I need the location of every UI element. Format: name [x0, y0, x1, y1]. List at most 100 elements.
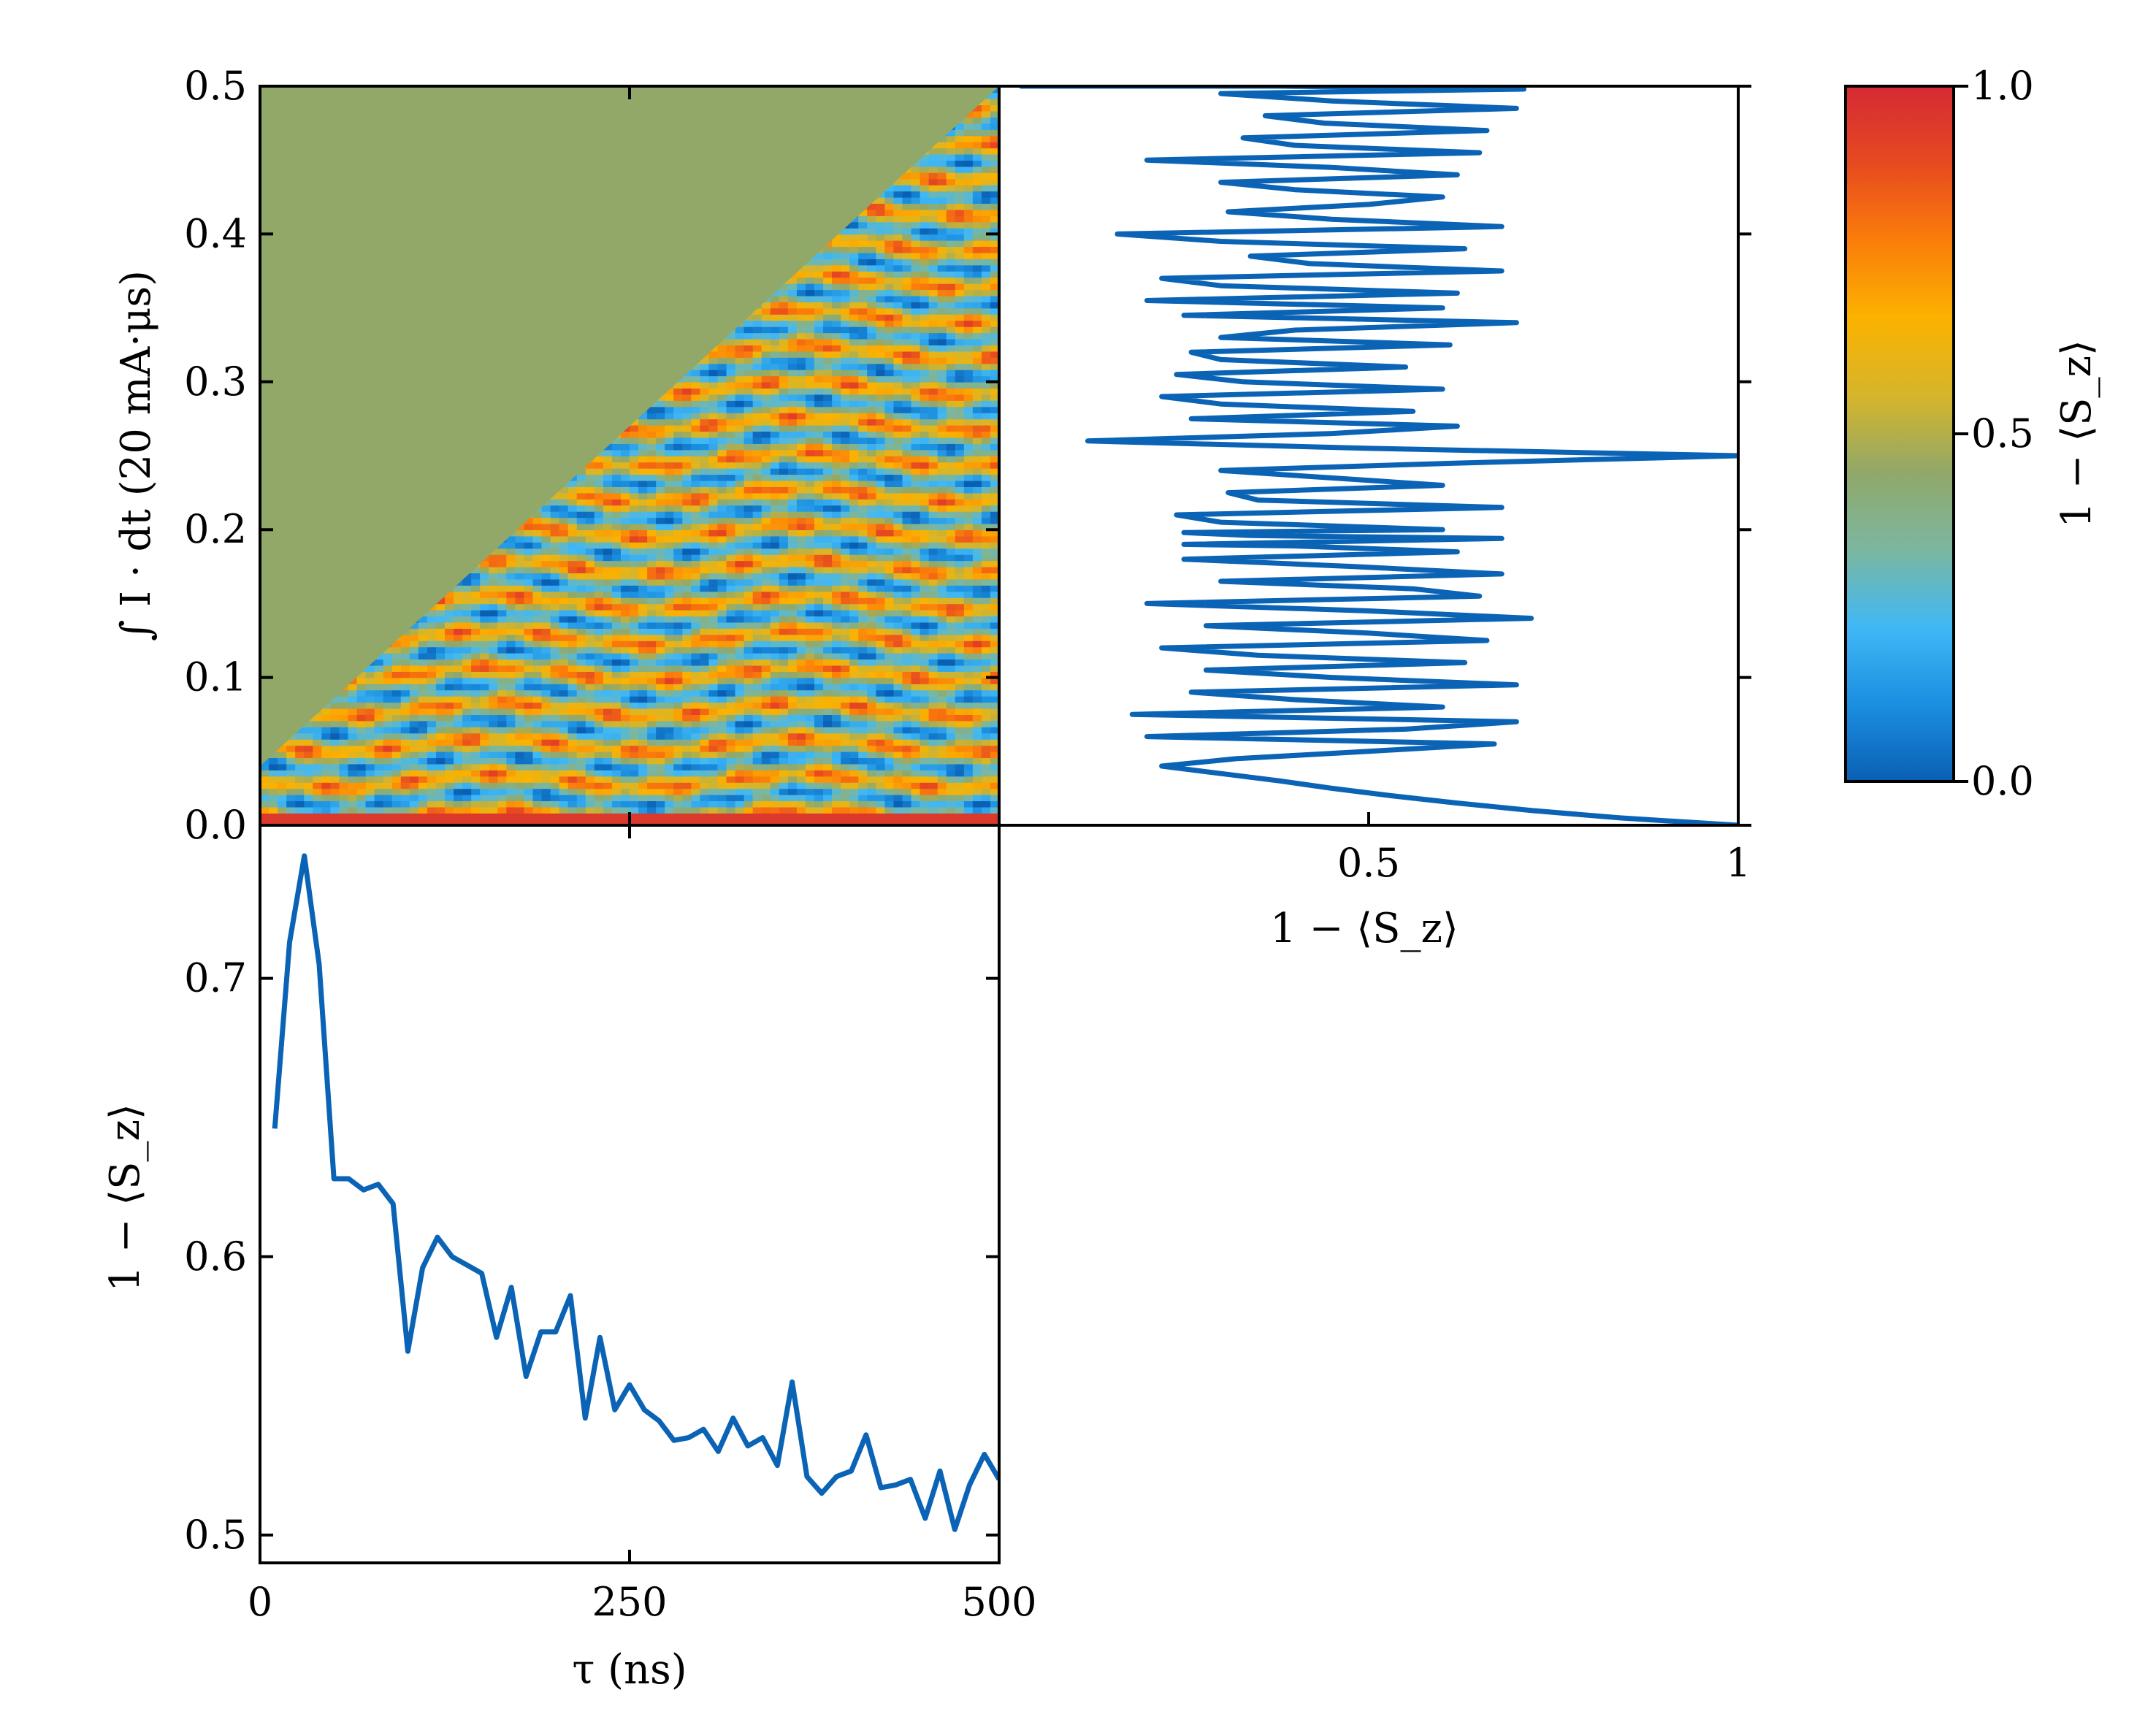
- heatmap-cell: [841, 573, 850, 580]
- heatmap-cell: [981, 628, 991, 635]
- heatmap-cell: [752, 708, 762, 715]
- heatmap-cell: [717, 523, 727, 530]
- heatmap-cell: [902, 727, 912, 734]
- heatmap-cell: [532, 573, 543, 580]
- heatmap-cell: [559, 738, 569, 746]
- heatmap-cell: [550, 560, 560, 567]
- heatmap-cell: [471, 621, 481, 629]
- heatmap-cell: [506, 702, 516, 709]
- heatmap-cell: [286, 751, 296, 759]
- heatmap-cell: [735, 745, 745, 752]
- heatmap-cell: [832, 794, 841, 802]
- heatmap-cell: [796, 751, 806, 759]
- heatmap-cell: [506, 794, 516, 802]
- heatmap-cell: [541, 671, 551, 678]
- heatmap-cell: [673, 652, 684, 660]
- heatmap-cell: [779, 665, 789, 672]
- heatmap-cell: [374, 714, 384, 722]
- heatmap-cell: [620, 788, 630, 795]
- heatmap-cell: [920, 745, 930, 752]
- heatmap-cell: [418, 714, 428, 722]
- heatmap-cell: [814, 591, 824, 598]
- heatmap-cell: [356, 702, 367, 709]
- heatmap-cell: [524, 727, 534, 734]
- heatmap-cell: [330, 781, 340, 789]
- heatmap-cell: [972, 578, 982, 586]
- heatmap-cell: [489, 665, 499, 672]
- heatmap-cell: [796, 578, 806, 586]
- heatmap-cell: [928, 510, 939, 519]
- heatmap-cell: [603, 529, 613, 537]
- heatmap-cell: [532, 566, 543, 574]
- heatmap-cell: [796, 677, 806, 684]
- heatmap-cell: [981, 585, 991, 592]
- heatmap-cell: [805, 677, 815, 684]
- heatmap-cell: [391, 794, 402, 802]
- heatmap-cell: [717, 751, 727, 759]
- heatmap-cell: [550, 578, 560, 586]
- heatmap-cell: [955, 751, 965, 759]
- heatmap-cell: [638, 529, 648, 537]
- heatmap-cell: [532, 665, 543, 672]
- heatmap-cell: [902, 542, 912, 549]
- heatmap-cell: [928, 621, 939, 629]
- heatmap-cell: [489, 566, 499, 574]
- heatmap-cell: [928, 806, 939, 814]
- heatmap-cell: [972, 800, 982, 808]
- heatmap-cell: [550, 806, 560, 814]
- heatmap-cell: [611, 806, 622, 814]
- heatmap-cell: [876, 665, 886, 672]
- heatmap-cell: [454, 677, 463, 684]
- heatmap-cell: [454, 813, 463, 820]
- heatmap-cell: [585, 646, 595, 654]
- heatmap-cell: [454, 770, 463, 777]
- heatmap-cell: [647, 480, 657, 487]
- heatmap-cell: [884, 806, 895, 814]
- heatmap-cell: [955, 695, 965, 703]
- heatmap-cell: [541, 702, 551, 709]
- heatmap-cell: [805, 738, 815, 746]
- heatmap-cell: [752, 566, 762, 574]
- heatmap-cell: [462, 800, 472, 808]
- heatmap-cell: [454, 708, 463, 715]
- heatmap-cell: [400, 671, 410, 678]
- heatmap-cell: [489, 806, 499, 814]
- heatmap-cell: [876, 467, 886, 475]
- heatmap-cell: [726, 763, 736, 770]
- heatmap-cell: [796, 510, 806, 519]
- heatmap-cell: [611, 462, 622, 469]
- heatmap-cell: [532, 510, 543, 519]
- heatmap-cell: [630, 720, 639, 727]
- heatmap-cell: [920, 560, 930, 567]
- heatmap-cell: [726, 529, 736, 537]
- heatmap-cell: [946, 486, 956, 494]
- heatmap-cell: [418, 788, 428, 795]
- heatmap-cell: [990, 467, 999, 475]
- heatmap-cell: [638, 757, 648, 765]
- heatmap-cell: [541, 523, 551, 530]
- heatmap-cell: [787, 486, 798, 494]
- heatmap-cell: [726, 621, 736, 629]
- heatmap-cell: [841, 781, 850, 789]
- heatmap-cell: [981, 499, 991, 506]
- heatmap-cell: [550, 794, 560, 802]
- heatmap-cell: [427, 800, 437, 808]
- heatmap-cell: [726, 781, 736, 789]
- heatmap-cell: [665, 480, 675, 487]
- heatmap-cell: [911, 708, 921, 715]
- heatmap-cell: [594, 684, 604, 691]
- heatmap-cell: [682, 505, 692, 512]
- heatmap-cell: [647, 745, 657, 752]
- heatmap-cell: [497, 585, 508, 592]
- heatmap-cell: [867, 738, 877, 746]
- heatmap-cell: [946, 621, 956, 629]
- heatmap-cell: [893, 591, 903, 598]
- heatmap-cell: [532, 535, 543, 543]
- heatmap-cell: [814, 781, 824, 789]
- heatmap-cell: [990, 505, 999, 512]
- heatmap-cell: [735, 486, 745, 494]
- heatmap-cell: [902, 695, 912, 703]
- heatmap-cell: [963, 480, 974, 487]
- heatmap-cell: [515, 788, 525, 795]
- heatmap-cell: [708, 474, 719, 481]
